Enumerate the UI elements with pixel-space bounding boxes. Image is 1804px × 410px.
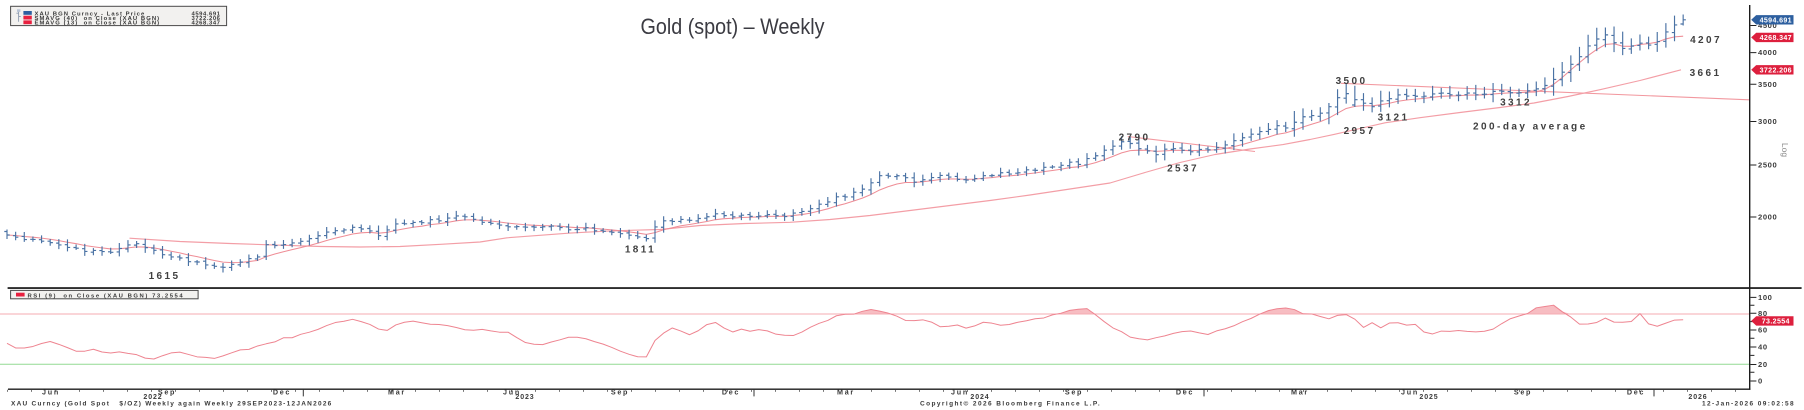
svg-text:Jun: Jun bbox=[42, 387, 60, 396]
svg-text:3000: 3000 bbox=[1758, 117, 1777, 126]
svg-text:4268.347: 4268.347 bbox=[192, 21, 221, 27]
svg-text:Log: Log bbox=[1780, 143, 1790, 157]
svg-text:4000: 4000 bbox=[1758, 48, 1777, 57]
svg-text:1811: 1811 bbox=[625, 245, 656, 256]
svg-text:100: 100 bbox=[1758, 293, 1772, 302]
svg-text:Sep: Sep bbox=[1514, 387, 1532, 396]
svg-text:80: 80 bbox=[1758, 309, 1768, 318]
svg-text:2790: 2790 bbox=[1119, 132, 1151, 143]
svg-text:2957: 2957 bbox=[1344, 126, 1376, 137]
svg-text:2023: 2023 bbox=[515, 394, 534, 401]
svg-text:XAU Curncy (Gold Spot $/OZ): XAU Curncy (Gold Spot $/OZ) Weekly again… bbox=[11, 401, 333, 408]
svg-text:XAU BGN Curncy - Last Price: XAU BGN Curncy - Last Price bbox=[35, 11, 146, 17]
svg-text:4207: 4207 bbox=[1690, 35, 1722, 46]
svg-text:Jun: Jun bbox=[1401, 387, 1419, 396]
svg-text:3121: 3121 bbox=[1378, 113, 1410, 124]
svg-text:4500: 4500 bbox=[1758, 21, 1777, 30]
svg-text:4594.691: 4594.691 bbox=[1760, 16, 1792, 24]
svg-text:RSI (9) on Close (XAU BGN) 73: RSI (9) on Close (XAU BGN) 73.2554 bbox=[28, 293, 185, 299]
svg-text:Gold (spot) – Weekly: Gold (spot) – Weekly bbox=[641, 14, 826, 39]
svg-text:3661: 3661 bbox=[1690, 68, 1722, 79]
svg-text:EMAVG (13) on Close (XAU BGN): EMAVG (13) on Close (XAU BGN) bbox=[35, 21, 161, 27]
svg-text:12-Jan-2026 09:02:58: 12-Jan-2026 09:02:58 bbox=[1702, 401, 1795, 408]
svg-text:Sep: Sep bbox=[1065, 387, 1083, 396]
svg-text:Copyright© 2026 Bloomberg Fina: Copyright© 2026 Bloomberg Finance L.P. bbox=[920, 400, 1101, 408]
svg-text:2024: 2024 bbox=[970, 394, 989, 401]
svg-text:3722.206: 3722.206 bbox=[1760, 66, 1792, 74]
svg-text:73.2554: 73.2554 bbox=[1762, 317, 1790, 325]
svg-text:2025: 2025 bbox=[1419, 394, 1438, 401]
svg-text:3500: 3500 bbox=[1758, 80, 1777, 89]
svg-text:0: 0 bbox=[1758, 377, 1763, 386]
svg-text:3722.206: 3722.206 bbox=[192, 16, 221, 22]
svg-text:Dec: Dec bbox=[1176, 387, 1194, 396]
svg-text:Jun: Jun bbox=[503, 387, 521, 396]
svg-text:Mar: Mar bbox=[1291, 387, 1309, 396]
svg-text:4594.691: 4594.691 bbox=[192, 11, 221, 17]
svg-text:20: 20 bbox=[1758, 360, 1768, 369]
svg-text:3312: 3312 bbox=[1500, 97, 1532, 108]
svg-text:Jun: Jun bbox=[951, 387, 969, 396]
svg-text:Sep: Sep bbox=[158, 387, 176, 396]
svg-text:1615: 1615 bbox=[149, 271, 181, 282]
svg-text:200-day average: 200-day average bbox=[1473, 122, 1588, 133]
svg-text:3500: 3500 bbox=[1336, 76, 1368, 87]
svg-text:4268.347: 4268.347 bbox=[1760, 34, 1792, 42]
svg-text:Sep: Sep bbox=[611, 387, 629, 396]
svg-text:60: 60 bbox=[1758, 326, 1768, 335]
svg-text:Mar: Mar bbox=[388, 387, 406, 396]
svg-text:2500: 2500 bbox=[1758, 161, 1777, 170]
svg-text:Mar: Mar bbox=[837, 387, 855, 396]
svg-text:2000: 2000 bbox=[1758, 213, 1777, 222]
svg-text:2026: 2026 bbox=[1688, 394, 1707, 401]
svg-text:Dec: Dec bbox=[1627, 387, 1645, 396]
svg-text:SMAVG (40) on Close (XAU BGN): SMAVG (40) on Close (XAU BGN) bbox=[35, 16, 161, 22]
svg-text:2022: 2022 bbox=[143, 394, 162, 401]
svg-text:40: 40 bbox=[1758, 343, 1768, 352]
svg-text:Dec: Dec bbox=[273, 387, 291, 396]
svg-text:2537: 2537 bbox=[1167, 163, 1199, 174]
svg-text:Dec: Dec bbox=[722, 387, 740, 396]
